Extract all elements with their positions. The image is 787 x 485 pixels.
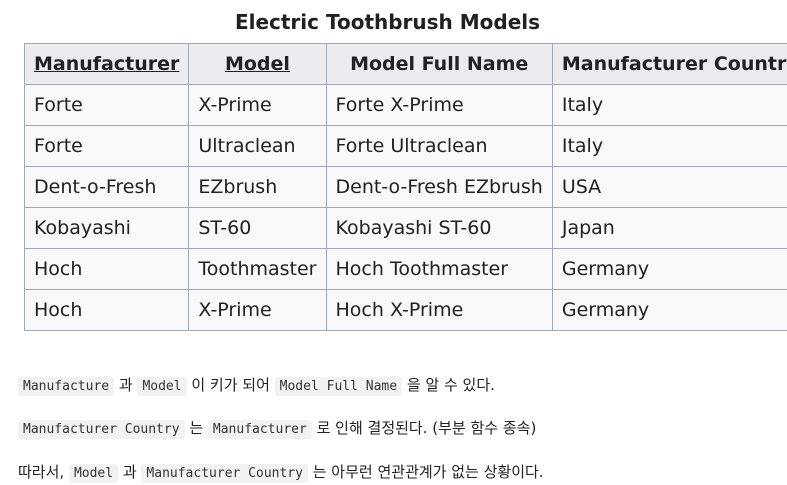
table-row: Hoch X-Prime Hoch X-Prime Germany <box>25 290 787 331</box>
paragraph-text: 는 아무런 연관관계가 없는 상황이다. <box>308 463 544 481</box>
inline-code: Model Full Name <box>275 377 402 396</box>
cell-model: X-Prime <box>189 85 326 126</box>
paragraph-composite-key: Manufacture 과 Model 이 키가 되어 Model Full N… <box>18 374 495 398</box>
table-row: Dent-o-Fresh EZbrush Dent-o-Fresh EZbrus… <box>25 167 787 208</box>
table-caption: Electric Toothbrush Models <box>24 10 751 34</box>
inline-code: Manufacturer <box>208 420 312 439</box>
cell-manufacturer: Hoch <box>25 290 189 331</box>
cell-manufacturer-country: USA <box>552 167 787 208</box>
inline-code: Model <box>69 464 118 483</box>
paragraph-partial-dependency: Manufacturer Country 는 Manufacturer 로 인해… <box>18 417 536 441</box>
cell-model-full-name: Forte Ultraclean <box>326 126 552 167</box>
paragraph-text: 따라서, <box>18 463 69 481</box>
inline-code: Manufacturer Country <box>141 464 308 483</box>
cell-model-full-name: Hoch Toothmaster <box>326 249 552 290</box>
cell-manufacturer-country: Germany <box>552 249 787 290</box>
paragraph-text: 을 알 수 있다. <box>402 376 495 394</box>
cell-model-full-name: Kobayashi ST-60 <box>326 208 552 249</box>
paragraph-text: 과 <box>114 376 137 394</box>
inline-code: Manufacture <box>18 377 114 396</box>
paragraph-text: 과 <box>118 463 141 481</box>
cell-model: Toothmaster <box>189 249 326 290</box>
cell-manufacturer-country: Italy <box>552 126 787 167</box>
table-row: Kobayashi ST-60 Kobayashi ST-60 Japan <box>25 208 787 249</box>
cell-model: EZbrush <box>189 167 326 208</box>
paragraph-text: 이 키가 되어 <box>187 376 275 394</box>
cell-manufacturer-country: Germany <box>552 290 787 331</box>
inline-code: Model <box>137 377 186 396</box>
cell-manufacturer: Kobayashi <box>25 208 189 249</box>
inline-code: Manufacturer Country <box>18 420 185 439</box>
paragraph-text: 는 <box>185 419 208 437</box>
cell-model: X-Prime <box>189 290 326 331</box>
cell-model: ST-60 <box>189 208 326 249</box>
paragraph-text: 로 인해 결정된다. (부분 함수 종속) <box>312 419 536 437</box>
header-manufacturer-country: Manufacturer Country <box>552 44 787 85</box>
table-row: Forte Ultraclean Forte Ultraclean Italy <box>25 126 787 167</box>
header-manufacturer: Manufacturer <box>25 44 189 85</box>
cell-model-full-name: Forte X-Prime <box>326 85 552 126</box>
header-model: Model <box>189 44 326 85</box>
table-row: Hoch Toothmaster Hoch Toothmaster German… <box>25 249 787 290</box>
header-model-full-name: Model Full Name <box>326 44 552 85</box>
cell-manufacturer-country: Italy <box>552 85 787 126</box>
cell-model: Ultraclean <box>189 126 326 167</box>
cell-manufacturer: Forte <box>25 85 189 126</box>
cell-manufacturer: Hoch <box>25 249 189 290</box>
cell-model-full-name: Dent-o-Fresh EZbrush <box>326 167 552 208</box>
cell-manufacturer-country: Japan <box>552 208 787 249</box>
cell-manufacturer: Dent-o-Fresh <box>25 167 189 208</box>
table-header-row: Manufacturer Model Model Full Name Manuf… <box>25 44 787 85</box>
cell-manufacturer: Forte <box>25 126 189 167</box>
toothbrush-models-table: Manufacturer Model Model Full Name Manuf… <box>24 43 787 331</box>
cell-model-full-name: Hoch X-Prime <box>326 290 552 331</box>
table-row: Forte X-Prime Forte X-Prime Italy <box>25 85 787 126</box>
paragraph-conclusion: 따라서, Model 과 Manufacturer Country 는 아무런 … <box>18 461 544 485</box>
